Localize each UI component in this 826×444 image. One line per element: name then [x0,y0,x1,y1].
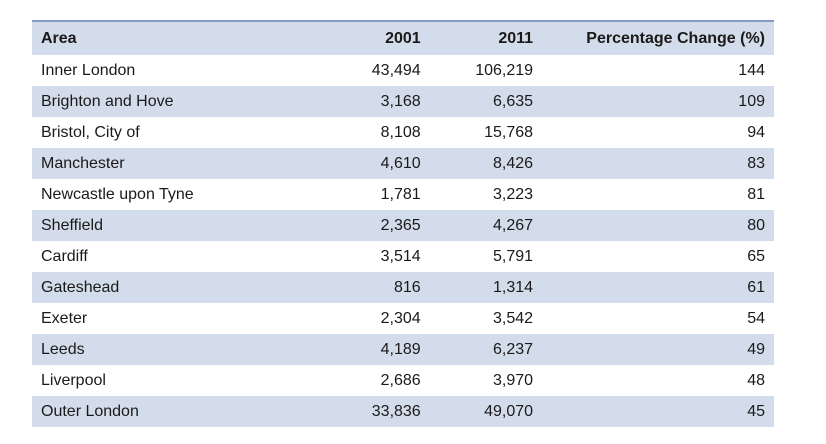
cell-percentage-change: 49 [747,340,765,358]
data-table-container: Area 2001 2011 Percentage Change (%) Inn… [32,20,774,427]
table-row: Cardiff 3,514 5,791 65 [32,241,774,272]
table-row: Outer London 33,836 49,070 45 [32,396,774,427]
cell-percentage-change: 144 [738,61,765,79]
cell-area: Outer London [41,402,139,420]
cell-percentage-change: 81 [747,185,765,203]
cell-2011: 1,314 [493,278,534,296]
cell-2001: 8,108 [380,123,421,141]
cell-2011: 15,768 [484,123,534,141]
cell-2011: 49,070 [484,402,534,420]
cell-2001: 4,610 [380,154,421,172]
cell-area: Manchester [41,154,125,172]
cell-2011: 106,219 [475,61,534,79]
table-row: Manchester 4,610 8,426 83 [32,148,774,179]
cell-percentage-change: 80 [747,216,765,234]
cell-area: Inner London [41,61,136,79]
cell-2001: 2,365 [380,216,421,234]
header-area: Area [41,29,77,47]
cell-2011: 5,791 [493,247,534,265]
header-2001: 2001 [385,29,421,47]
cell-2001: 2,686 [380,371,421,389]
cell-percentage-change: 65 [747,247,765,265]
cell-2001: 4,189 [380,340,421,358]
cell-area: Exeter [41,309,88,327]
cell-2001: 3,168 [380,92,421,110]
cell-2001: 1,781 [380,185,421,203]
cell-area: Leeds [41,340,85,358]
table-row: Leeds 4,189 6,237 49 [32,334,774,365]
cell-area: Brighton and Hove [41,92,174,110]
cell-area: Gateshead [41,278,120,296]
header-percentage-change: Percentage Change (%) [586,29,765,47]
table-row: Liverpool 2,686 3,970 48 [32,365,774,396]
cell-2001: 2,304 [380,309,421,327]
cell-area: Newcastle upon Tyne [41,185,194,203]
cell-2001: 33,836 [371,402,421,420]
cell-area: Bristol, City of [41,123,140,141]
cell-percentage-change: 48 [747,371,765,389]
table-row: Bristol, City of 8,108 15,768 94 [32,117,774,148]
table-row: Newcastle upon Tyne 1,781 3,223 81 [32,179,774,210]
cell-area: Sheffield [41,216,103,234]
cell-percentage-change: 61 [747,278,765,296]
cell-2011: 3,542 [493,309,534,327]
cell-area: Liverpool [41,371,106,389]
cell-percentage-change: 83 [747,154,765,172]
cell-area: Cardiff [41,247,88,265]
cell-percentage-change: 94 [747,123,765,141]
cell-2001: 816 [394,278,421,296]
data-table: Area 2001 2011 Percentage Change (%) Inn… [32,20,774,427]
header-2011: 2011 [498,29,534,47]
table-row: Inner London 43,494 106,219 144 [32,55,774,86]
cell-2011: 3,970 [493,371,534,389]
cell-percentage-change: 54 [747,309,765,327]
table-header: Area 2001 2011 Percentage Change (%) [32,21,774,55]
table-row: Exeter 2,304 3,542 54 [32,303,774,334]
cell-2011: 6,237 [493,340,534,358]
cell-2011: 4,267 [493,216,534,234]
cell-2011: 3,223 [493,185,534,203]
cell-2001: 3,514 [380,247,421,265]
table-row: Brighton and Hove 3,168 6,635 109 [32,86,774,117]
cell-percentage-change: 45 [747,402,765,420]
cell-2011: 6,635 [493,92,534,110]
table-body: Inner London 43,494 106,219 144 Brighton… [32,55,774,427]
cell-2001: 43,494 [371,61,421,79]
cell-2011: 8,426 [493,154,534,172]
table-row: Gateshead 816 1,314 61 [32,272,774,303]
table-row: Sheffield 2,365 4,267 80 [32,210,774,241]
header-row: Area 2001 2011 Percentage Change (%) [32,21,774,55]
cell-percentage-change: 109 [738,92,765,110]
